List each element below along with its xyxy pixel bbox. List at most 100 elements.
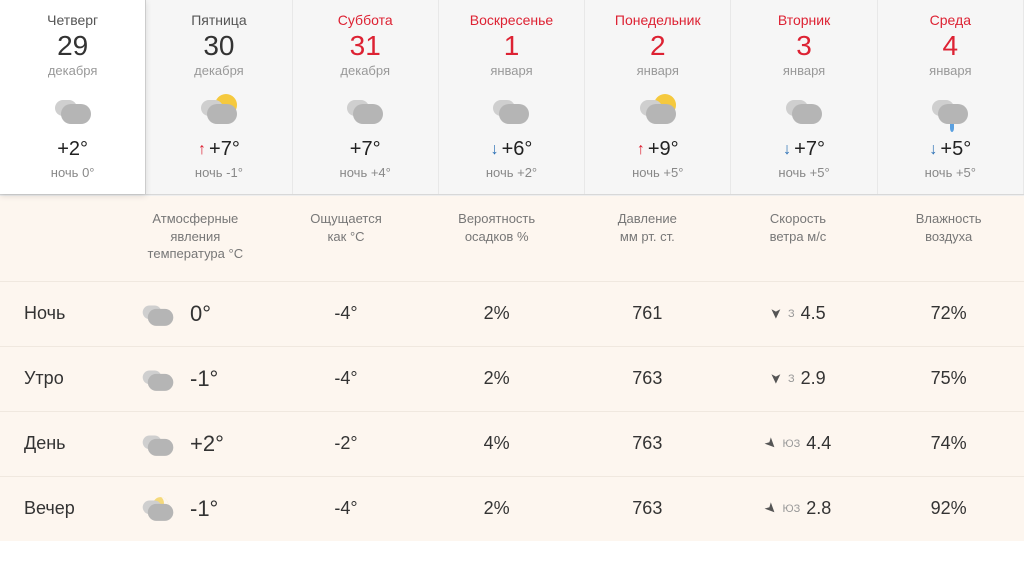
atm-cell: -1° <box>120 365 271 393</box>
wind-arrow-icon: ➤ <box>768 308 785 320</box>
detail-table: Ночь 0° -4° 2% 761 ➤ З 4.5 72% Утро -1° … <box>0 281 1024 541</box>
wind-direction: З <box>788 308 795 320</box>
day-tab[interactable]: Суббота 31 декабря +7° ночь +4° <box>293 0 439 194</box>
wind-cell: ➤ З 2.9 <box>723 368 874 389</box>
night-temp: ночь 0° <box>4 165 141 180</box>
night-temp: ночь -1° <box>150 165 287 180</box>
day-temp: ↑+9° <box>589 138 726 161</box>
day-number: 2 <box>589 30 726 62</box>
wind-speed: 2.9 <box>801 368 826 389</box>
feels-cell: -4° <box>271 303 422 324</box>
precip-cell: 2% <box>421 303 572 324</box>
weather-icon <box>735 88 872 132</box>
weather-icon <box>882 88 1019 132</box>
night-temp: ночь +2° <box>443 165 580 180</box>
header-feels: Ощущаетсякак °С <box>271 210 422 263</box>
day-temp: ↓+5° <box>882 138 1019 161</box>
period-temp: +2° <box>190 431 224 457</box>
trend-up-icon: ↑ <box>637 141 645 159</box>
day-number: 30 <box>150 30 287 62</box>
day-tab[interactable]: Понедельник 2 января ↑+9° ночь +5° <box>585 0 731 194</box>
detail-row: День +2° -2° 4% 763 ➤ ЮЗ 4.4 74% <box>0 411 1024 476</box>
period-temp: -1° <box>190 366 218 392</box>
header-atm: Атмосферные явлениятемпература °С <box>120 210 271 263</box>
day-name: Суббота <box>297 12 434 28</box>
weather-icon <box>443 88 580 132</box>
wind-arrow-icon: ➤ <box>760 433 780 453</box>
day-month: января <box>589 63 726 78</box>
day-temp: +2° <box>4 138 141 161</box>
header-press: Давлениемм рт. ст. <box>572 210 723 263</box>
humidity-cell: 72% <box>873 303 1024 324</box>
weather-icon <box>297 88 434 132</box>
day-number: 31 <box>297 30 434 62</box>
day-name: Четверг <box>4 12 141 28</box>
night-temp: ночь +5° <box>882 165 1019 180</box>
night-temp: ночь +5° <box>735 165 872 180</box>
atm-cell: +2° <box>120 430 271 458</box>
feels-cell: -4° <box>271 368 422 389</box>
wind-direction: ЮЗ <box>782 438 800 450</box>
header-wind: Скоростьветра м/с <box>723 210 874 263</box>
period-label: Вечер <box>0 498 120 519</box>
header-precip: Вероятностьосадков % <box>421 210 572 263</box>
detail-row: Вечер -1° -4° 2% 763 ➤ ЮЗ 2.8 92% <box>0 476 1024 541</box>
pressure-cell: 763 <box>572 498 723 519</box>
day-tab[interactable]: Четверг 29 декабря +2° ночь 0° <box>0 0 146 194</box>
day-tab[interactable]: Пятница 30 декабря ↑+7° ночь -1° <box>146 0 292 194</box>
wind-cell: ➤ ЮЗ 2.8 <box>723 498 874 519</box>
weather-icon <box>136 300 180 328</box>
day-name: Понедельник <box>589 12 726 28</box>
precip-cell: 2% <box>421 498 572 519</box>
wind-arrow-icon: ➤ <box>760 498 780 518</box>
detail-headers: Атмосферные явлениятемпература °С Ощущае… <box>0 195 1024 281</box>
detail-row: Утро -1° -4° 2% 763 ➤ З 2.9 75% <box>0 346 1024 411</box>
day-month: января <box>882 63 1019 78</box>
day-month: января <box>443 63 580 78</box>
day-tab[interactable]: Среда 4 января ↓+5° ночь +5° <box>878 0 1024 194</box>
weather-icon <box>589 88 726 132</box>
night-temp: ночь +4° <box>297 165 434 180</box>
wind-direction: З <box>788 373 795 385</box>
humidity-cell: 92% <box>873 498 1024 519</box>
period-temp: -1° <box>190 496 218 522</box>
humidity-cell: 74% <box>873 433 1024 454</box>
day-temp: +7° <box>297 138 434 161</box>
trend-down-icon: ↓ <box>783 141 791 159</box>
wind-speed: 4.4 <box>806 433 831 454</box>
period-label: Ночь <box>0 303 120 324</box>
day-tab[interactable]: Воскресенье 1 января ↓+6° ночь +2° <box>439 0 585 194</box>
day-tab[interactable]: Вторник 3 января ↓+7° ночь +5° <box>731 0 877 194</box>
wind-cell: ➤ З 4.5 <box>723 303 874 324</box>
day-name: Среда <box>882 12 1019 28</box>
day-number: 29 <box>4 30 141 62</box>
day-name: Пятница <box>150 12 287 28</box>
precip-cell: 2% <box>421 368 572 389</box>
wind-speed: 2.8 <box>806 498 831 519</box>
night-temp: ночь +5° <box>589 165 726 180</box>
feels-cell: -2° <box>271 433 422 454</box>
pressure-cell: 763 <box>572 368 723 389</box>
wind-cell: ➤ ЮЗ 4.4 <box>723 433 874 454</box>
weather-icon <box>136 430 180 458</box>
day-name: Воскресенье <box>443 12 580 28</box>
feels-cell: -4° <box>271 498 422 519</box>
period-label: Утро <box>0 368 120 389</box>
day-temp: ↓+6° <box>443 138 580 161</box>
weather-icon <box>136 365 180 393</box>
header-humid: Влажностьвоздуха <box>873 210 1024 263</box>
trend-down-icon: ↓ <box>491 141 499 159</box>
day-name: Вторник <box>735 12 872 28</box>
day-number: 1 <box>443 30 580 62</box>
day-month: декабря <box>4 63 141 78</box>
day-number: 3 <box>735 30 872 62</box>
week-tabs: Четверг 29 декабря +2° ночь 0° Пятница 3… <box>0 0 1024 195</box>
period-label: День <box>0 433 120 454</box>
pressure-cell: 763 <box>572 433 723 454</box>
pressure-cell: 761 <box>572 303 723 324</box>
atm-cell: -1° <box>120 495 271 523</box>
wind-speed: 4.5 <box>801 303 826 324</box>
day-temp: ↑+7° <box>150 138 287 161</box>
weather-icon <box>136 495 180 523</box>
wind-direction: ЮЗ <box>782 503 800 515</box>
